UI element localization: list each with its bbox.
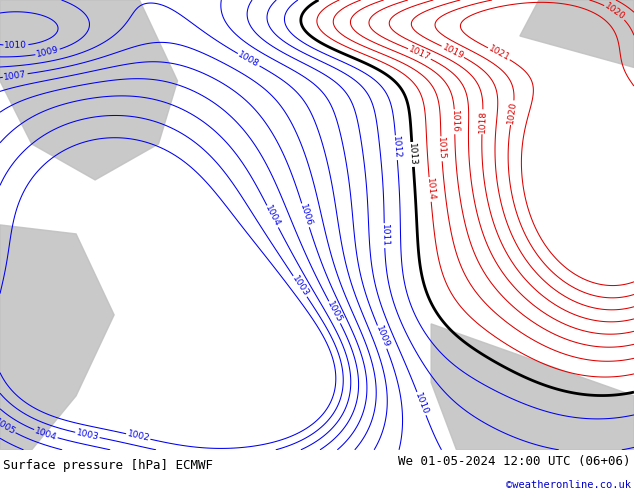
Text: 1018: 1018 [477, 110, 488, 133]
Text: 1012: 1012 [391, 136, 402, 159]
Text: 1019: 1019 [441, 43, 465, 61]
Text: 1004: 1004 [263, 204, 282, 229]
Text: 1009: 1009 [373, 325, 391, 349]
Polygon shape [0, 225, 114, 450]
Text: 1009: 1009 [36, 46, 60, 59]
Text: 1006: 1006 [298, 203, 313, 228]
Text: 1010: 1010 [4, 41, 27, 50]
Text: 1003: 1003 [75, 428, 100, 442]
Polygon shape [0, 0, 178, 180]
Text: We 01-05-2024 12:00 UTC (06+06): We 01-05-2024 12:00 UTC (06+06) [398, 455, 631, 467]
Text: 1007: 1007 [3, 70, 27, 82]
Text: 1010: 1010 [413, 391, 430, 416]
Polygon shape [520, 0, 634, 68]
Text: 1005: 1005 [325, 300, 344, 324]
Text: 1014: 1014 [425, 177, 436, 201]
Text: 1004: 1004 [34, 426, 58, 442]
Text: 1015: 1015 [436, 137, 446, 161]
Text: 1005: 1005 [0, 416, 17, 436]
Text: 1011: 1011 [380, 224, 389, 247]
Text: Surface pressure [hPa] ECMWF: Surface pressure [hPa] ECMWF [3, 460, 213, 472]
Text: 1017: 1017 [407, 45, 432, 63]
Text: 1016: 1016 [450, 110, 460, 133]
Text: ©weatheronline.co.uk: ©weatheronline.co.uk [506, 480, 631, 490]
Text: 1021: 1021 [487, 44, 511, 63]
Text: 1002: 1002 [126, 430, 150, 443]
Text: 1020: 1020 [507, 101, 519, 124]
Text: 1013: 1013 [407, 143, 418, 166]
Polygon shape [431, 324, 634, 450]
Text: 1003: 1003 [290, 274, 310, 298]
Text: 1008: 1008 [236, 50, 261, 70]
Text: 1020: 1020 [603, 1, 627, 22]
